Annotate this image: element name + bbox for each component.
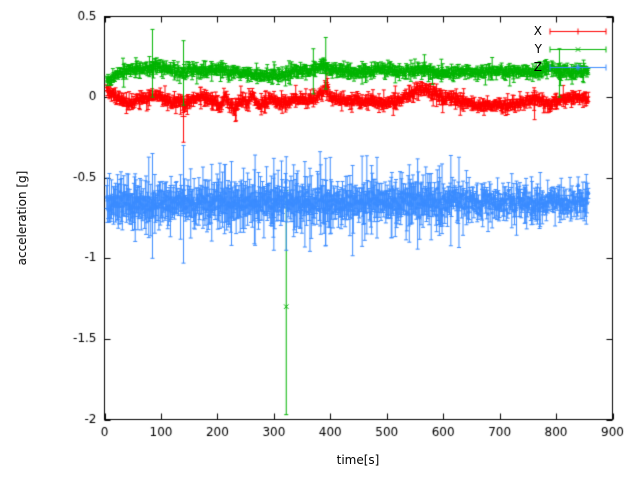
legend-label-z: Z [533,60,542,74]
legend-label-y: Y [534,42,542,56]
x-axis-label: time[s] [336,453,380,467]
legend-label-x: X [533,24,542,38]
y-axis-label: acceleration [g] [15,170,29,266]
